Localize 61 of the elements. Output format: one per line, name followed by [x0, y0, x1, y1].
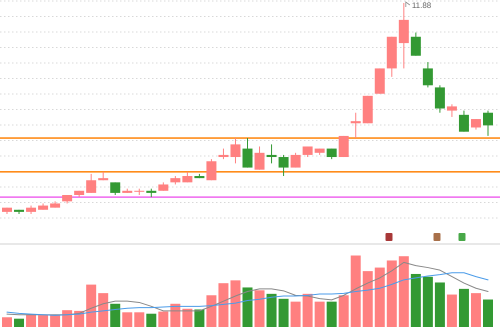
candlestick — [266, 144, 277, 164]
candlestick — [206, 158, 216, 181]
bar — [218, 283, 228, 327]
candlestick — [458, 110, 469, 132]
candlestick — [434, 84, 445, 114]
candlestick — [446, 104, 457, 118]
bar — [98, 293, 108, 327]
candlestick — [350, 112, 361, 139]
bar — [350, 256, 361, 327]
candlestick — [242, 138, 252, 168]
bar — [326, 302, 337, 327]
candlestick — [422, 62, 433, 88]
bar — [410, 274, 421, 327]
bar — [230, 280, 240, 327]
bar — [2, 317, 12, 327]
bar — [386, 260, 397, 327]
bar — [470, 293, 481, 327]
bar — [374, 268, 385, 327]
bar — [398, 256, 409, 327]
bar — [146, 314, 156, 327]
candlestick — [326, 148, 337, 160]
candlestick — [254, 146, 265, 170]
bar — [122, 312, 132, 327]
bar — [266, 294, 277, 327]
bar — [254, 290, 265, 327]
bar — [314, 302, 325, 327]
bar — [422, 276, 433, 327]
bar — [302, 294, 313, 327]
bar — [338, 295, 349, 327]
bar — [458, 288, 469, 327]
annotation: 11.88 — [412, 1, 432, 10]
candlestick — [290, 152, 301, 168]
bar — [278, 298, 289, 327]
bar — [242, 287, 252, 327]
candlestick — [470, 118, 481, 130]
candlestick — [218, 148, 228, 160]
bar — [158, 312, 168, 327]
bar — [86, 284, 96, 327]
bar — [446, 294, 457, 327]
candlestick — [398, 2, 409, 69]
bar — [290, 302, 301, 327]
bar — [134, 312, 144, 327]
bar — [50, 315, 60, 327]
bar — [182, 308, 192, 327]
bar — [434, 282, 445, 327]
candlestick — [230, 138, 240, 164]
bar — [483, 300, 493, 327]
bar — [194, 309, 204, 327]
candlestick — [410, 32, 421, 56]
bar — [14, 318, 24, 327]
bar — [110, 304, 120, 327]
candlestick — [86, 173, 96, 194]
bar — [62, 310, 72, 327]
bar — [38, 315, 48, 327]
candlestick — [278, 154, 289, 177]
bar — [26, 314, 36, 327]
bar — [206, 295, 216, 327]
candlestick — [483, 110, 493, 136]
candlestick — [110, 182, 120, 196]
candlestick — [182, 171, 192, 183]
bar — [362, 271, 373, 327]
